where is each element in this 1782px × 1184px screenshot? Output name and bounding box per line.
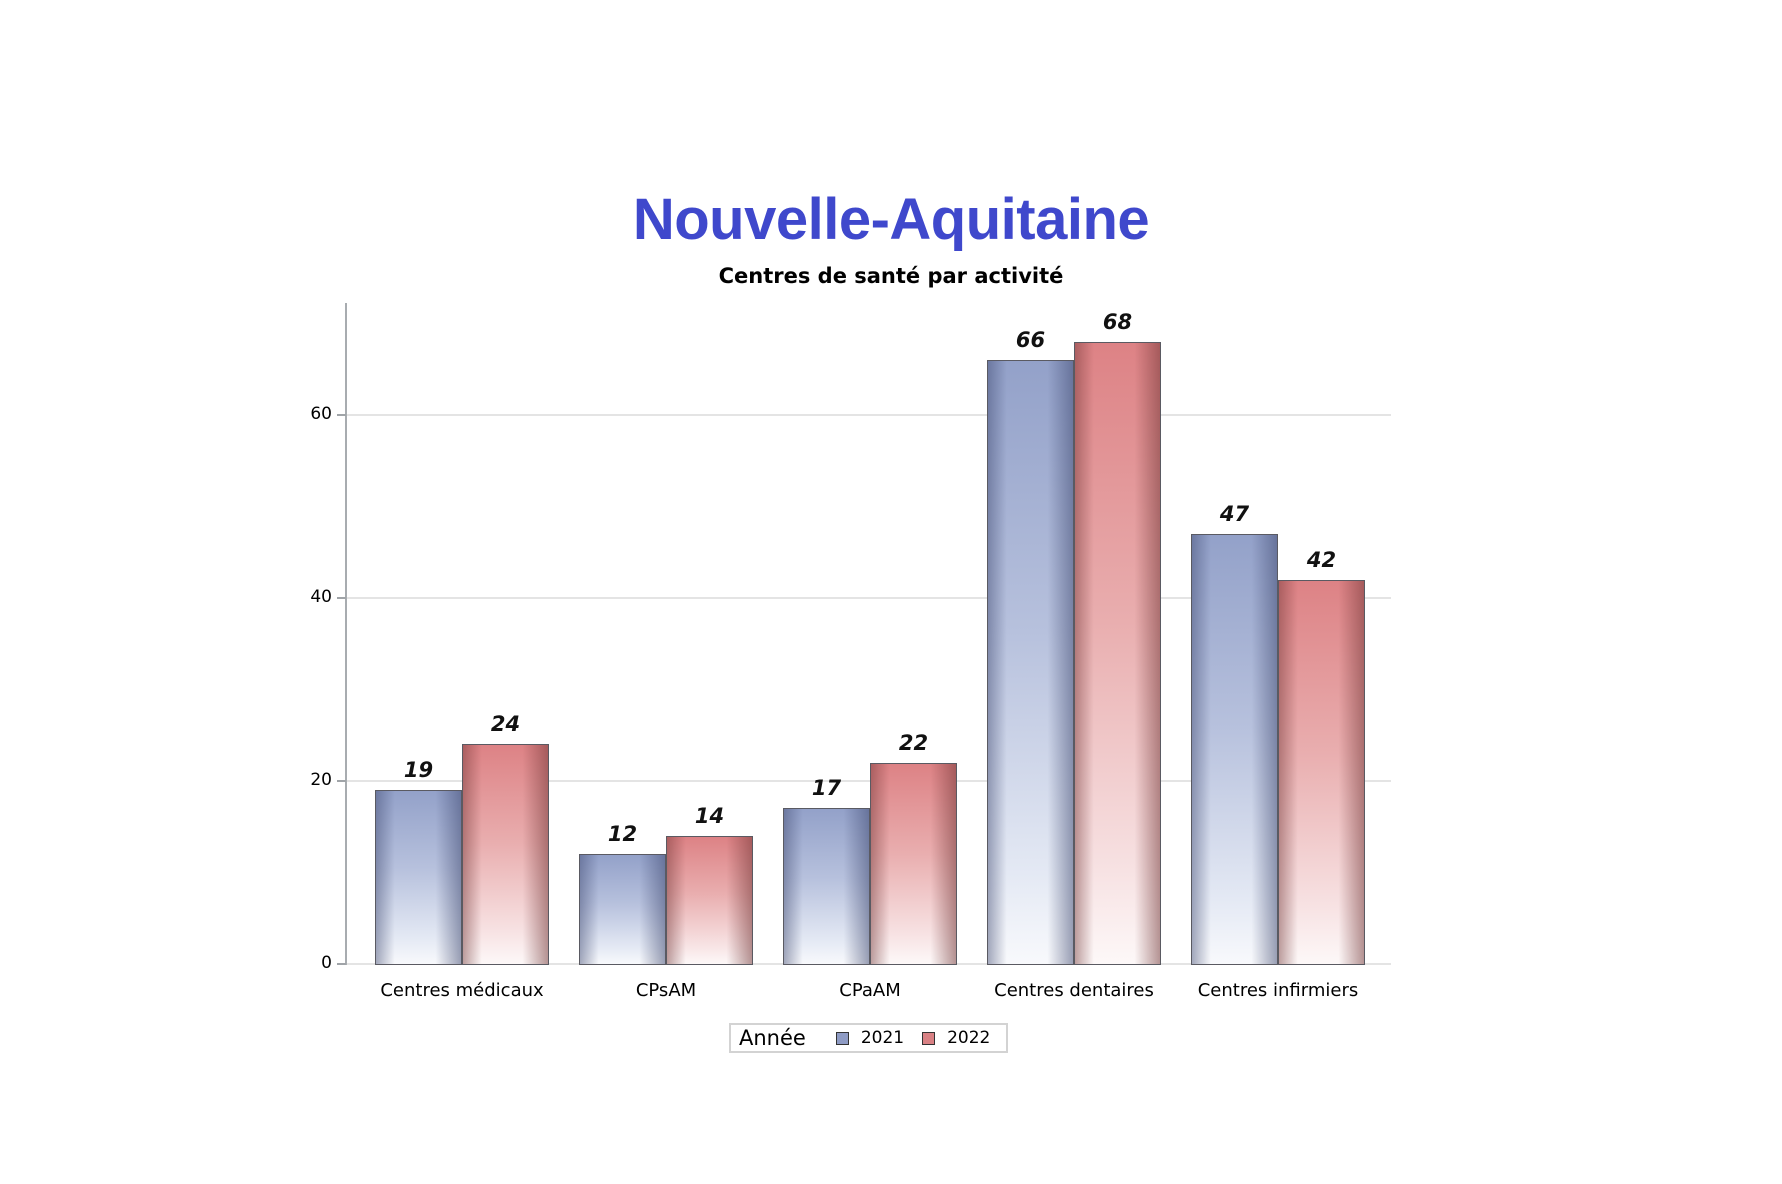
- y-axis: [345, 303, 347, 965]
- chart-title: Nouvelle-Aquitaine: [632, 187, 1150, 252]
- x-category-label: CPsAM: [635, 980, 697, 1001]
- y-tick-label: 20: [310, 770, 332, 790]
- x-category-label: CPaAM: [839, 980, 901, 1001]
- data-label-2021: 47: [1219, 501, 1250, 526]
- legend-title: Année: [739, 1026, 806, 1050]
- data-label-2022: 68: [1102, 309, 1133, 334]
- chart-subtitle: Centres de santé par activité: [718, 264, 1064, 288]
- x-category-label: Centres infirmiers: [1197, 980, 1359, 1001]
- bar-2022: [666, 835, 753, 965]
- y-tick-60: [337, 414, 346, 416]
- y-tick-label: 0: [321, 953, 332, 973]
- x-category-label: Centres médicaux: [380, 980, 544, 1001]
- data-label-2021: 17: [811, 776, 842, 801]
- y-tick-label: 40: [310, 587, 332, 607]
- y-tick-20: [337, 780, 346, 782]
- bar-2022: [1278, 579, 1365, 965]
- bar-2022: [1074, 341, 1161, 965]
- bar-2022: [870, 762, 957, 965]
- data-label-2021: 12: [607, 822, 638, 847]
- data-label-2021: 19: [403, 758, 434, 783]
- x-category-label: Centres dentaires: [994, 980, 1154, 1001]
- legend: Année 2021 2022: [729, 1023, 1008, 1053]
- legend-swatch-2022: [922, 1031, 936, 1045]
- y-tick-0: [337, 963, 346, 965]
- gridline-40: [347, 597, 1391, 599]
- legend-label-2021: 2021: [860, 1028, 905, 1048]
- bar-2021: [1191, 533, 1278, 965]
- gridline-20: [347, 780, 1391, 782]
- data-label-2022: 14: [694, 803, 725, 828]
- data-label-2021: 66: [1015, 328, 1046, 353]
- data-label-2022: 22: [898, 730, 929, 755]
- y-tick-label: 60: [310, 404, 332, 424]
- bar-2021: [783, 808, 870, 965]
- bar-2022: [462, 744, 549, 965]
- y-tick-40: [337, 597, 346, 599]
- bar-2021: [579, 854, 666, 965]
- legend-item-2021: 2021: [835, 1028, 905, 1048]
- legend-swatch-2021: [835, 1031, 849, 1045]
- bar-2021: [375, 790, 462, 965]
- bar-2021: [987, 360, 1074, 965]
- data-label-2022: 24: [490, 712, 521, 737]
- data-label-2022: 42: [1306, 547, 1337, 572]
- gridline-60: [347, 414, 1391, 416]
- legend-label-2022: 2022: [947, 1028, 991, 1048]
- legend-item-2022: 2022: [922, 1028, 990, 1048]
